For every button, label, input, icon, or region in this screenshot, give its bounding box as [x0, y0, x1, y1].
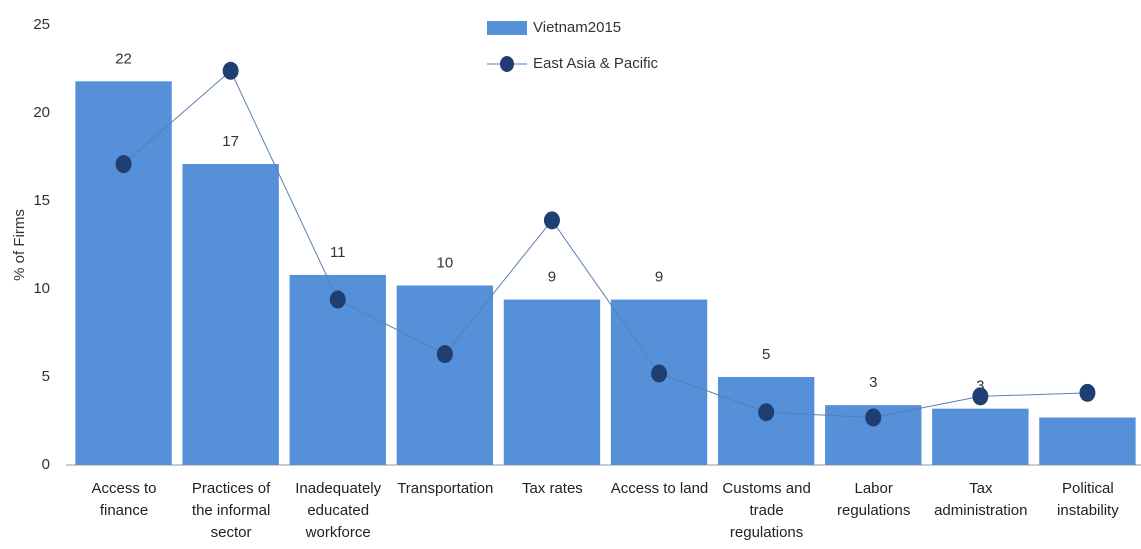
- data-label: 5: [762, 346, 770, 363]
- bar: [75, 81, 172, 465]
- bar: [1039, 417, 1136, 465]
- bar: [503, 299, 601, 465]
- x-tick-label: Customs and trade regulations: [722, 480, 811, 541]
- marker: [1079, 383, 1096, 402]
- y-tick-label: 0: [42, 456, 50, 473]
- marker: [651, 364, 668, 383]
- bar: [396, 285, 494, 465]
- x-tick-label: Tax administration: [934, 480, 1028, 519]
- marker: [222, 61, 239, 80]
- marker: [543, 211, 560, 230]
- x-tick-label: Labor regulations: [836, 480, 911, 519]
- y-tick-label: 10: [33, 280, 50, 297]
- legend-swatch: [487, 21, 527, 35]
- legend-label: Vietnam2015: [533, 19, 621, 36]
- data-label: 10: [437, 254, 454, 271]
- data-label: 3: [869, 374, 877, 391]
- bar: [932, 408, 1029, 465]
- marker: [436, 345, 453, 364]
- line: [123, 69, 1088, 418]
- marker: [758, 403, 775, 422]
- x-tick-label: Practices of the informal sector: [191, 480, 271, 541]
- bar: [182, 164, 279, 466]
- y-tick-label: 5: [42, 368, 50, 385]
- marker: [972, 387, 989, 406]
- data-label: 11: [330, 244, 346, 261]
- data-label: 9: [548, 269, 556, 286]
- x-tick-label: Transportation: [397, 480, 494, 497]
- legend-label: East Asia & Pacific: [533, 55, 659, 72]
- marker: [865, 408, 882, 427]
- marker: [115, 155, 132, 174]
- data-label: 3: [976, 378, 984, 395]
- x-tick-label: Access to finance: [91, 480, 157, 519]
- marker: [329, 290, 346, 309]
- x-tick-label: Tax rates: [521, 480, 583, 497]
- data-label: 22: [115, 50, 132, 67]
- legend-swatch: [500, 56, 514, 72]
- y-axis-label: % of Firms: [11, 209, 28, 281]
- x-tick-label: Inadequately educated workforce: [295, 480, 382, 541]
- data-label: 9: [655, 269, 663, 286]
- data-label: 17: [222, 133, 239, 150]
- x-tick-label: Political instability: [1057, 480, 1119, 519]
- x-tick-label: Access to land: [610, 480, 709, 497]
- y-tick-label: 20: [33, 104, 50, 121]
- y-tick-label: 15: [33, 192, 50, 209]
- y-tick-label: 25: [33, 16, 50, 33]
